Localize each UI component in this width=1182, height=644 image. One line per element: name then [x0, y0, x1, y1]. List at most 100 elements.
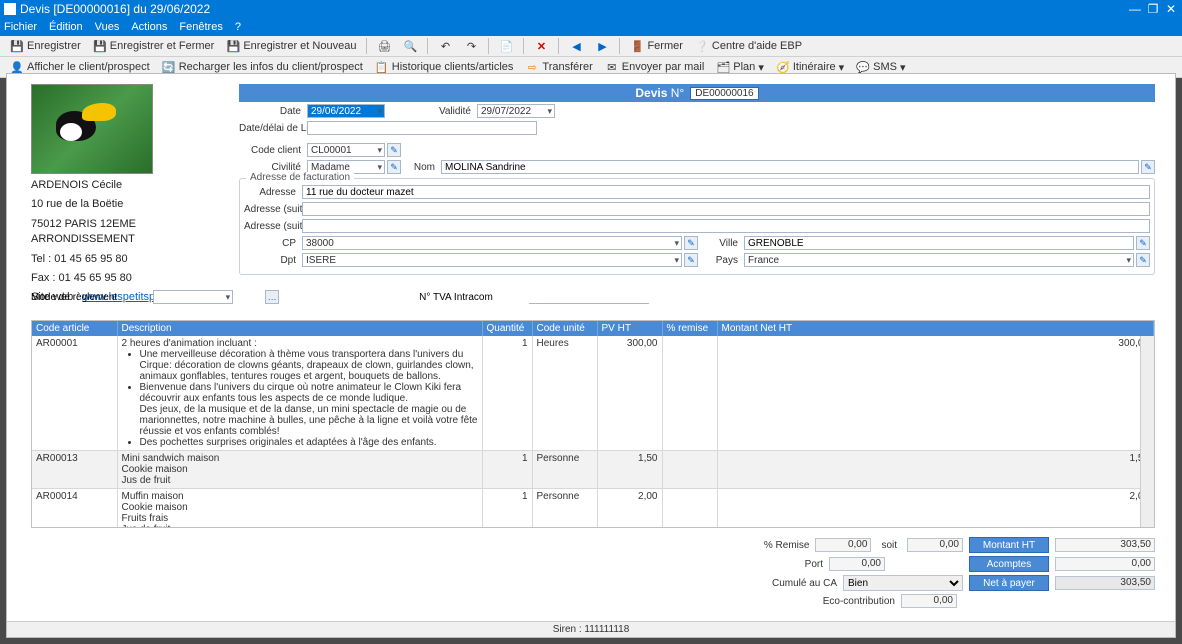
company-tel: Tel : 01 45 65 95 80	[31, 252, 211, 267]
validity-input[interactable]: 29/07/2022	[477, 104, 555, 118]
lines-grid[interactable]: Code article Description Quantité Code u…	[31, 320, 1155, 528]
save-button[interactable]: 💾Enregistrer	[6, 38, 85, 54]
name-label: Nom	[411, 162, 441, 173]
redo-button[interactable]: ↷	[460, 38, 482, 54]
col-qty[interactable]: Quantité	[482, 321, 532, 336]
totals-panel: % Remise 0,00 soit 0,00 Montant HT 303,5…	[764, 537, 1155, 611]
company-fax: Fax : 01 45 65 95 80	[31, 271, 211, 286]
date-input[interactable]: 29/06/2022	[307, 104, 385, 118]
addr2-label: Adresse (suite)	[244, 204, 302, 215]
save-new-button[interactable]: 💾Enregistrer et Nouveau	[222, 38, 360, 54]
menu-fenetres[interactable]: Fenêtres	[179, 21, 222, 33]
table-row[interactable]: AR00014 Muffin maison Cookie maison Frui…	[32, 489, 1154, 529]
col-pv[interactable]: PV HT	[597, 321, 662, 336]
menu-fichier[interactable]: Fichier	[4, 21, 37, 33]
payment-mode-input[interactable]	[153, 290, 233, 304]
delivery-input[interactable]	[307, 121, 537, 135]
eco-val[interactable]: 0,00	[901, 594, 957, 608]
person-icon: 👤	[10, 60, 24, 74]
company-card: ARDENOIS Cécile 10 rue de la Boëtie 7501…	[31, 84, 211, 306]
delivery-label: Date/délai de Livraison	[239, 123, 307, 134]
preview-icon: 🔍	[403, 39, 417, 53]
chevron-down-icon: ▾	[839, 61, 845, 74]
col-desc[interactable]: Description	[117, 321, 482, 336]
tva-input[interactable]	[529, 290, 649, 304]
client-code-input[interactable]: CL00001	[307, 143, 385, 157]
plan-icon: 🗂	[716, 60, 730, 74]
edit-civility-button[interactable]	[387, 160, 401, 174]
edit-dpt-button[interactable]	[684, 253, 698, 267]
window-controls: — ❐ ✕	[1128, 2, 1178, 16]
menu-help[interactable]: ?	[235, 21, 241, 33]
menu-edition[interactable]: Édition	[49, 21, 83, 33]
addr-label: Adresse	[244, 187, 302, 198]
remise-label: % Remise	[764, 540, 810, 551]
cell-desc: 2 heures d'animation incluant : Une merv…	[117, 336, 482, 451]
print-icon: 🖨	[377, 39, 391, 53]
undo-button[interactable]: ↶	[434, 38, 456, 54]
close-doc-button[interactable]: 🚪Fermer	[626, 38, 686, 54]
col-code[interactable]: Code article	[32, 321, 117, 336]
addr3-input[interactable]	[302, 219, 1150, 233]
client-name-input[interactable]	[441, 160, 1139, 174]
document-header: Devis N° DE00000016	[239, 84, 1155, 102]
save-close-button[interactable]: 💾Enregistrer et Fermer	[89, 38, 219, 54]
cp-input[interactable]: 38000	[302, 236, 682, 250]
close-button[interactable]: ✕	[1164, 2, 1178, 16]
eco-label: Eco-contribution	[823, 596, 895, 607]
remise-val[interactable]: 0,00	[907, 538, 963, 552]
arrow-right-icon: ▶	[595, 39, 609, 53]
col-unit[interactable]: Code unité	[532, 321, 597, 336]
menubar: Fichier Édition Vues Actions Fenêtres ?	[0, 18, 1182, 36]
validity-label: Validité	[415, 106, 477, 117]
ville-input[interactable]	[744, 236, 1134, 250]
next-button[interactable]: ▶	[591, 38, 613, 54]
preview-button[interactable]: 🔍	[399, 38, 421, 54]
total-ht-button[interactable]: Montant HT	[969, 537, 1049, 553]
mail-icon: ✉	[605, 60, 619, 74]
edit-cp-button[interactable]	[684, 236, 698, 250]
cumul-label: Cumulé au CA	[772, 578, 837, 589]
form-area: Date 29/06/2022 Validité 29/07/2022 Date…	[239, 104, 1155, 275]
col-net[interactable]: Montant Net HT	[717, 321, 1154, 336]
payment-row: Mode de règlement … N° TVA Intracom	[31, 290, 1155, 304]
table-row[interactable]: AR00013 Mini sandwich maison Cookie mais…	[32, 451, 1154, 489]
menu-vues[interactable]: Vues	[95, 21, 120, 33]
client-code-label: Code client	[239, 145, 307, 156]
print-button[interactable]: 🖨	[373, 38, 395, 54]
addr-input[interactable]	[302, 185, 1150, 199]
edit-name-button[interactable]	[1141, 160, 1155, 174]
dpt-input[interactable]: ISERE	[302, 253, 682, 267]
restore-button[interactable]: ❐	[1146, 2, 1160, 16]
separator	[488, 38, 489, 54]
edit-ville-button[interactable]	[1136, 236, 1150, 250]
copy-button[interactable]: 📄	[495, 38, 517, 54]
table-row[interactable]: AR00001 2 heures d'animation incluant : …	[32, 336, 1154, 451]
date-label: Date	[239, 106, 307, 117]
menu-actions[interactable]: Actions	[131, 21, 167, 33]
grid-scrollbar[interactable]	[1140, 336, 1154, 527]
net-button[interactable]: Net à payer	[969, 575, 1049, 591]
prev-button[interactable]: ◀	[565, 38, 587, 54]
payment-mode-button[interactable]: …	[265, 290, 279, 304]
separator	[523, 38, 524, 54]
port-val[interactable]: 0,00	[829, 557, 885, 571]
col-rem[interactable]: % remise	[662, 321, 717, 336]
billing-legend: Adresse de facturation	[246, 172, 354, 183]
edit-client-button[interactable]	[387, 143, 401, 157]
acomptes-button[interactable]: Acomptes	[969, 556, 1049, 572]
delete-button[interactable]: ✕	[530, 38, 552, 54]
redo-icon: ↷	[464, 39, 478, 53]
soit-label: soit	[877, 540, 901, 551]
cumul-select[interactable]: Bien	[843, 575, 963, 591]
addr2-input[interactable]	[302, 202, 1150, 216]
edit-pays-button[interactable]	[1136, 253, 1150, 267]
doc-num-label: N°	[671, 86, 684, 100]
pays-input[interactable]: France	[744, 253, 1134, 267]
toolbar-primary: 💾Enregistrer 💾Enregistrer et Fermer 💾Enr…	[0, 36, 1182, 57]
minimize-button[interactable]: —	[1128, 2, 1142, 16]
separator	[619, 38, 620, 54]
remise-pct[interactable]: 0,00	[815, 538, 871, 552]
door-icon: 🚪	[630, 39, 644, 53]
help-center-button[interactable]: ❔Centre d'aide EBP	[691, 38, 806, 54]
